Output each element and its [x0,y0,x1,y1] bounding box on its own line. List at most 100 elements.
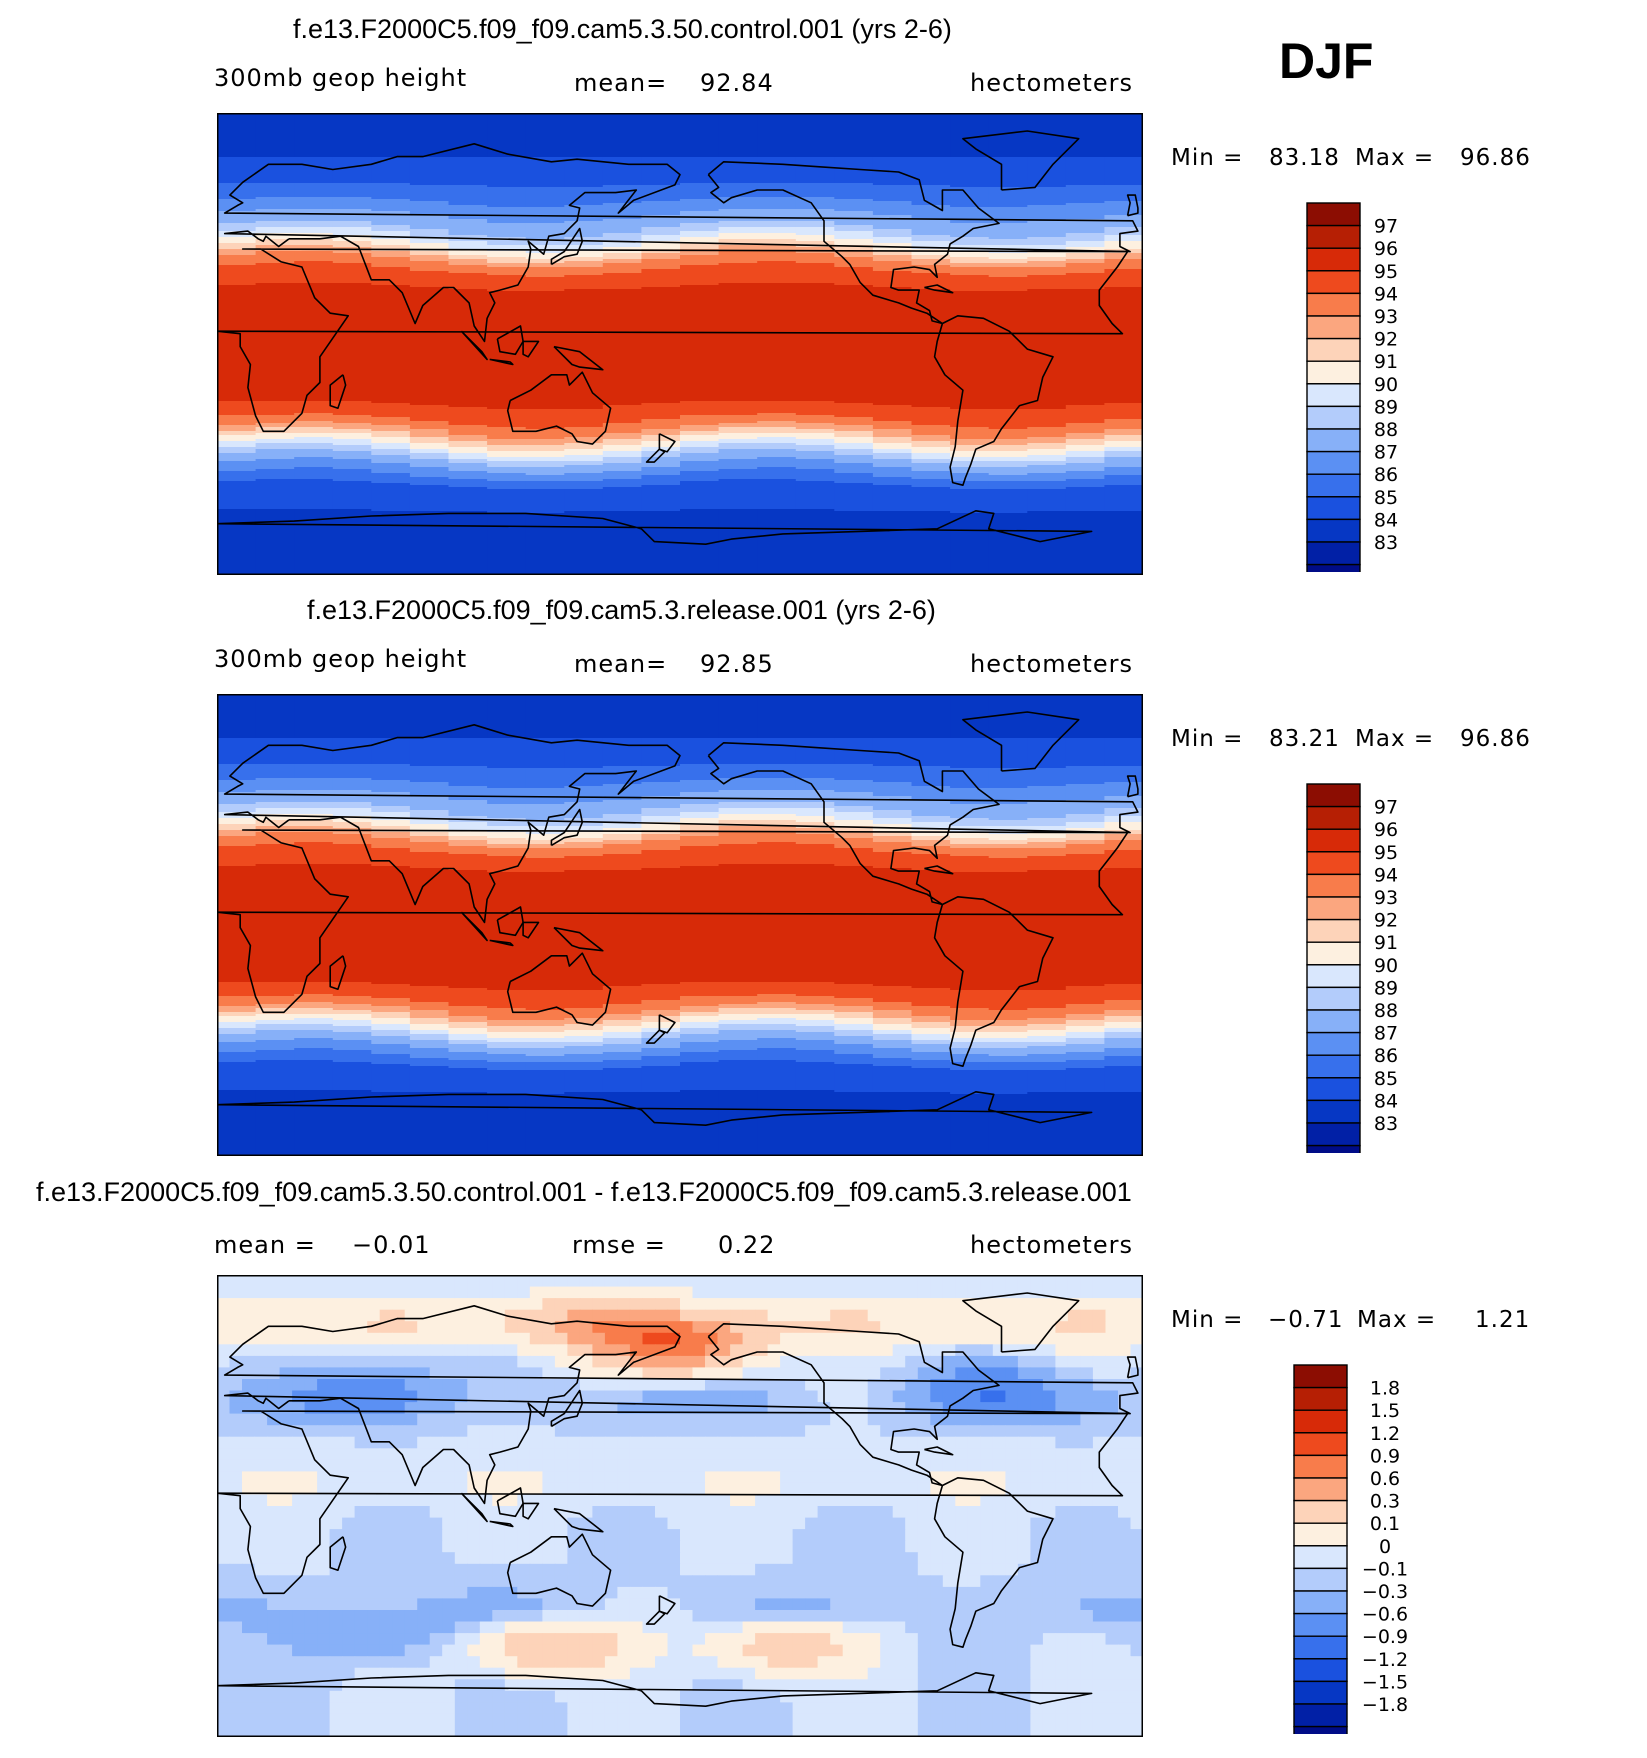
panel-1-map-cell [834,141,874,144]
panel-1-map-cell [718,225,758,228]
panel-1-map-cell [487,445,527,448]
panel-1-map-cell [911,381,951,384]
panel-1-map-cell [950,153,990,156]
panel-1-map-cell [988,449,1028,452]
panel-1-map-cell [911,491,951,494]
panel-1-map-cell [834,281,874,284]
panel-1-map-cell [872,205,913,208]
panel-1-map-cell [602,117,642,120]
panel-1-map-cell [332,515,372,518]
panel-1-map-cell [409,127,450,130]
panel-1-map-cell [718,357,758,360]
panel-1-map-cell [795,527,835,530]
panel-1-map-cell [718,159,758,162]
panel-1-map-cell [988,287,1028,290]
panel-1-map-cell [1104,135,1143,138]
panel-1-map-cell [718,463,758,466]
panel-1-map-cell [795,275,835,278]
panel-1-map-cell [332,347,372,350]
panel-1-map-cell [564,217,604,220]
panel-1-map-cell [255,319,295,322]
panel-1-map-cell [602,495,642,498]
panel-1-map-cell [641,207,681,210]
panel-1-map-cell [217,525,257,528]
panel-1-map-cell [757,145,797,148]
panel-1-map-cell [911,215,951,218]
panel-1-map-cell [911,421,951,424]
panel-1-map-cell [641,219,681,222]
panel-1-map-cell [487,389,527,392]
panel-1-map-cell [448,253,488,256]
panel-1-map-cell [448,231,488,234]
panel-1-map-cell [795,123,835,126]
panel-1-map-cell [371,427,411,430]
panel-1-map-cell [988,295,1028,298]
panel-1-map-cell [409,279,450,282]
panel-1-map-cell [1065,419,1105,422]
panel-1-map-cell [988,461,1028,464]
panel-1-map-cell [217,467,257,470]
panel-1-map-cell [950,303,990,306]
panel-1-map-cell [911,397,951,400]
panel-1-map-cell [988,453,1028,456]
panel-1-map-cell [988,165,1028,168]
panel-1-map-cell [641,465,681,468]
panel-1-map-cell [371,389,411,392]
panel-1-map-cell [371,123,411,126]
panel-1-map-cell [525,323,565,326]
panel-1-map-cell [448,179,488,182]
panel-1-map-cell [680,397,720,400]
panel-1-map-cell [834,431,874,434]
panel-1-map-cell [255,467,295,470]
panel-1-map-cell [680,391,720,394]
panel-1-map-cell [487,157,527,160]
panel-1-map-cell [718,137,758,140]
panel-1-map-cell [1027,419,1067,422]
panel-1-map-cell [1027,223,1067,226]
panel-1-map-cell [255,507,295,510]
panel-1-map-cell [680,211,720,214]
panel-1-map-cell [1027,317,1067,320]
panel-1-map-cell [680,417,720,420]
panel-1-map-cell [448,415,488,418]
panel-1-map-cell [872,201,913,204]
panel-1-map-cell [1104,223,1143,226]
panel-1-map-cell [872,403,913,406]
panel-1-map-cell [371,397,411,400]
panel-1-map-cell [255,387,295,390]
panel-1-map-cell [718,123,758,126]
panel-1-map-cell [680,407,720,410]
panel-1-map-cell [988,325,1028,328]
panel-1-map-cell [448,265,488,268]
panel-1-map-cell [757,215,797,218]
panel-1-map-cell [834,507,874,510]
panel-1-map-cell [332,337,372,340]
panel-1-map-cell [525,283,565,286]
panel-1-map-cell [911,489,951,492]
panel-1-map-cell [255,517,295,520]
panel-1-map-cell [1027,233,1067,236]
panel-1-map-cell [602,257,642,260]
panel-1-map-cell [988,491,1028,494]
panel-1-map-cell [564,223,604,226]
panel-1-map-cell [680,167,720,170]
panel-1-map-cell [834,463,874,466]
panel-1-map-cell [448,495,488,498]
panel-1-map-cell [757,157,797,160]
panel-1-map-cell [371,237,411,240]
panel-1-map-cell [294,313,334,316]
panel-1-map-cell [680,141,720,144]
panel-1-map-cell [872,209,913,212]
panel-1-map-cell [294,225,334,228]
panel-1-map-cell [448,433,488,436]
panel-1-map-cell [834,293,874,296]
panel-1-map-cell [332,417,372,420]
panel-1-map-cell [718,473,758,476]
panel-1-map-cell [332,275,372,278]
panel-1-map-cell [641,329,681,332]
panel-1-map-cell [1065,211,1105,214]
panel-1-map-cell [795,239,835,242]
panel-1-map-cell [1104,147,1143,150]
panel-1-map-cell [217,287,257,290]
panel-1-map-cell [680,317,720,320]
